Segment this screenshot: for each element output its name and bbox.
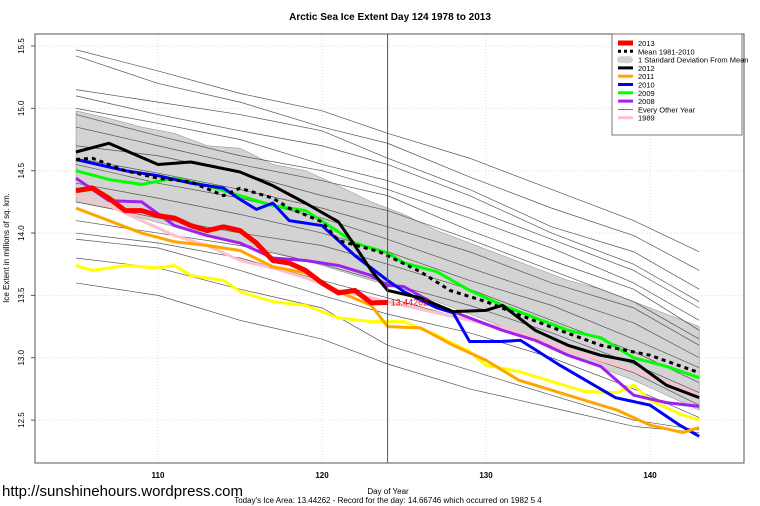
legend-label: 2009 (638, 89, 655, 98)
today-value-label: 13.44262 (391, 298, 429, 308)
legend-label: 1989 (638, 114, 655, 123)
series-line-2013 (75, 185, 388, 306)
legend-label: 2010 (638, 81, 655, 90)
x-tick-label: 130 (479, 471, 493, 480)
y-tick-label: 14.5 (17, 162, 26, 178)
x-tick-label: 110 (152, 471, 165, 480)
watermark-url: http://sunshinehours.wordpress.com (2, 483, 243, 500)
y-tick-label: 15.5 (17, 38, 26, 54)
plot-frame (34, 33, 745, 464)
legend-label: 2008 (638, 97, 655, 106)
legend-label: 1 Standard Deviation From Mean (638, 56, 748, 65)
x-tick-label: 140 (643, 471, 657, 480)
series-line-mean-1981-2010 (75, 156, 700, 375)
axes: 110 120 130 140 12.5 13.0 13.5 14.0 14.5 15.0 15.5 (17, 38, 657, 480)
legend-label: Every Other Year (638, 105, 696, 114)
x-tick-label: 120 (315, 471, 329, 480)
y-tick-label: 13.0 (17, 349, 26, 365)
legend-label: 2012 (638, 64, 655, 73)
chart-title: Arctic Sea Ice Extent Day 124 1978 to 20… (289, 12, 491, 23)
legend-box (611, 33, 743, 136)
legend-label: 2011 (638, 72, 654, 81)
footer-text: Today's Ice Area: 13.44262 - Record for … (234, 496, 542, 505)
x-axis-label: Day of Year (367, 487, 409, 496)
y-tick-label: 15.0 (17, 100, 26, 116)
legend-label: Mean 1981-2010 (638, 47, 695, 56)
y-tick-label: 12.5 (17, 412, 26, 428)
y-tick-label: 14.0 (17, 225, 26, 241)
y-axis-label: Ice Extent in millions of sq. km. (2, 193, 11, 303)
legend-swatch-band (617, 56, 633, 64)
legend-label: 2013 (638, 39, 655, 48)
y-tick-label: 13.5 (17, 287, 26, 303)
